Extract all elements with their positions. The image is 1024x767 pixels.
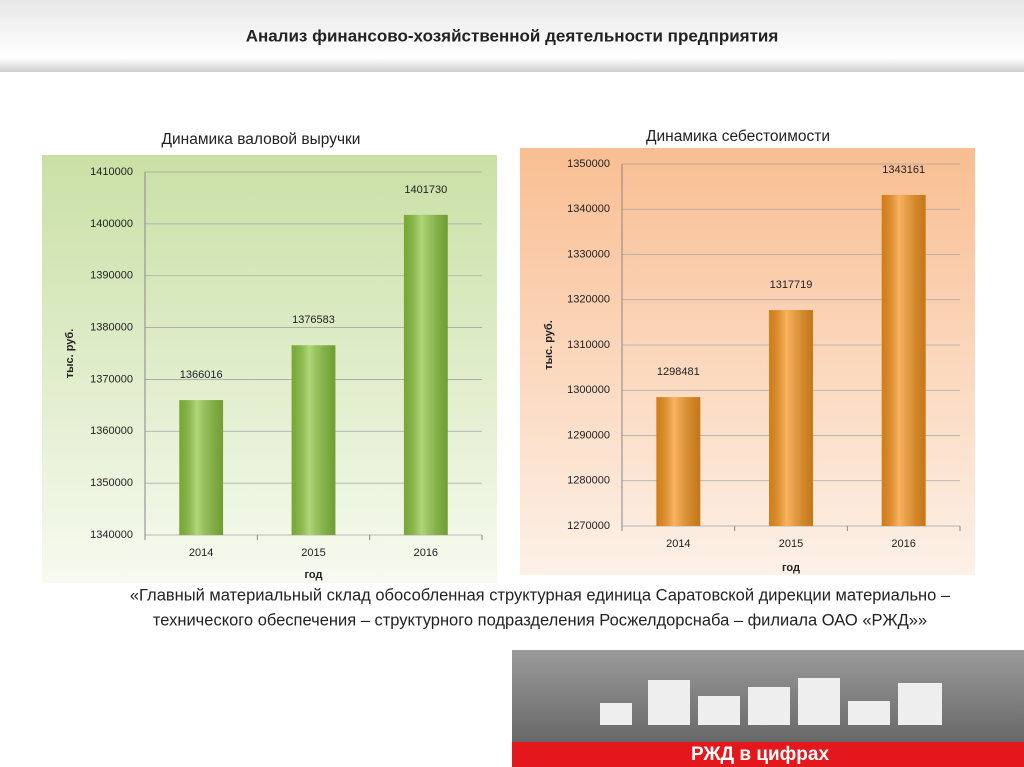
bar-shine <box>291 345 336 535</box>
x-tick-label: 2014 <box>189 547 213 559</box>
y-tick-label: 1410000 <box>90 166 133 178</box>
banner-deco <box>898 683 942 725</box>
x-tick-label: 2016 <box>891 538 915 550</box>
y-tick-label: 1370000 <box>90 373 133 385</box>
bar-shine <box>403 214 448 535</box>
chart-title: Динамика себестоимости <box>646 128 830 145</box>
y-tick-label: 1310000 <box>567 339 610 351</box>
banner-deco <box>848 701 890 725</box>
data-label: 1376583 <box>292 314 335 326</box>
data-label: 1343161 <box>882 164 925 176</box>
banner-deco <box>648 680 690 725</box>
banner-deco <box>600 703 632 725</box>
y-tick-label: 1270000 <box>567 520 610 532</box>
y-axis-label: тыс. руб. <box>543 320 555 370</box>
y-tick-label: 1320000 <box>567 294 610 306</box>
y-tick-label: 1380000 <box>90 321 133 333</box>
x-tick-label: 2015 <box>779 538 803 550</box>
y-axis-label: тыс. руб. <box>64 329 76 379</box>
slide-title: Анализ финансово-хозяйственной деятельно… <box>246 26 779 45</box>
y-tick-label: 1300000 <box>567 384 610 396</box>
x-tick-label: 2015 <box>301 547 325 559</box>
y-tick-label: 1400000 <box>90 218 133 230</box>
banner-deco <box>698 696 740 725</box>
y-tick-label: 1350000 <box>90 477 133 489</box>
y-tick-label: 1280000 <box>567 475 610 487</box>
data-label: 1366016 <box>180 369 223 381</box>
y-tick-label: 1350000 <box>567 158 610 170</box>
caption: технического обеспечения – структурного … <box>153 611 927 629</box>
x-tick-label: 2016 <box>414 547 438 559</box>
chart-title: Динамика валовой выручки <box>162 131 361 148</box>
caption: «Главный материальный склад обособленная… <box>130 586 951 604</box>
x-axis-label: год <box>305 569 323 581</box>
banner: РЖД в цифрах <box>512 650 1024 767</box>
data-label: 1317719 <box>770 279 813 291</box>
y-tick-label: 1340000 <box>567 203 610 215</box>
y-tick-label: 1360000 <box>90 425 133 437</box>
banner-strip <box>512 742 1024 767</box>
bar-shine <box>769 310 813 526</box>
bar-shine <box>881 194 926 526</box>
bar-shine <box>656 397 701 526</box>
banner-text: РЖД в цифрах <box>691 744 830 765</box>
x-axis-label: год <box>782 562 800 574</box>
y-tick-label: 1290000 <box>567 429 610 441</box>
data-label: 1401730 <box>404 184 447 196</box>
bar-shine <box>179 400 224 535</box>
data-label: 1298481 <box>657 366 700 378</box>
banner-deco <box>748 687 790 725</box>
y-tick-label: 1390000 <box>90 270 133 282</box>
y-tick-label: 1330000 <box>567 248 610 260</box>
x-tick-label: 2014 <box>666 538 690 550</box>
y-tick-label: 1340000 <box>90 529 133 541</box>
banner-deco <box>798 678 840 725</box>
header-band <box>0 0 1024 72</box>
